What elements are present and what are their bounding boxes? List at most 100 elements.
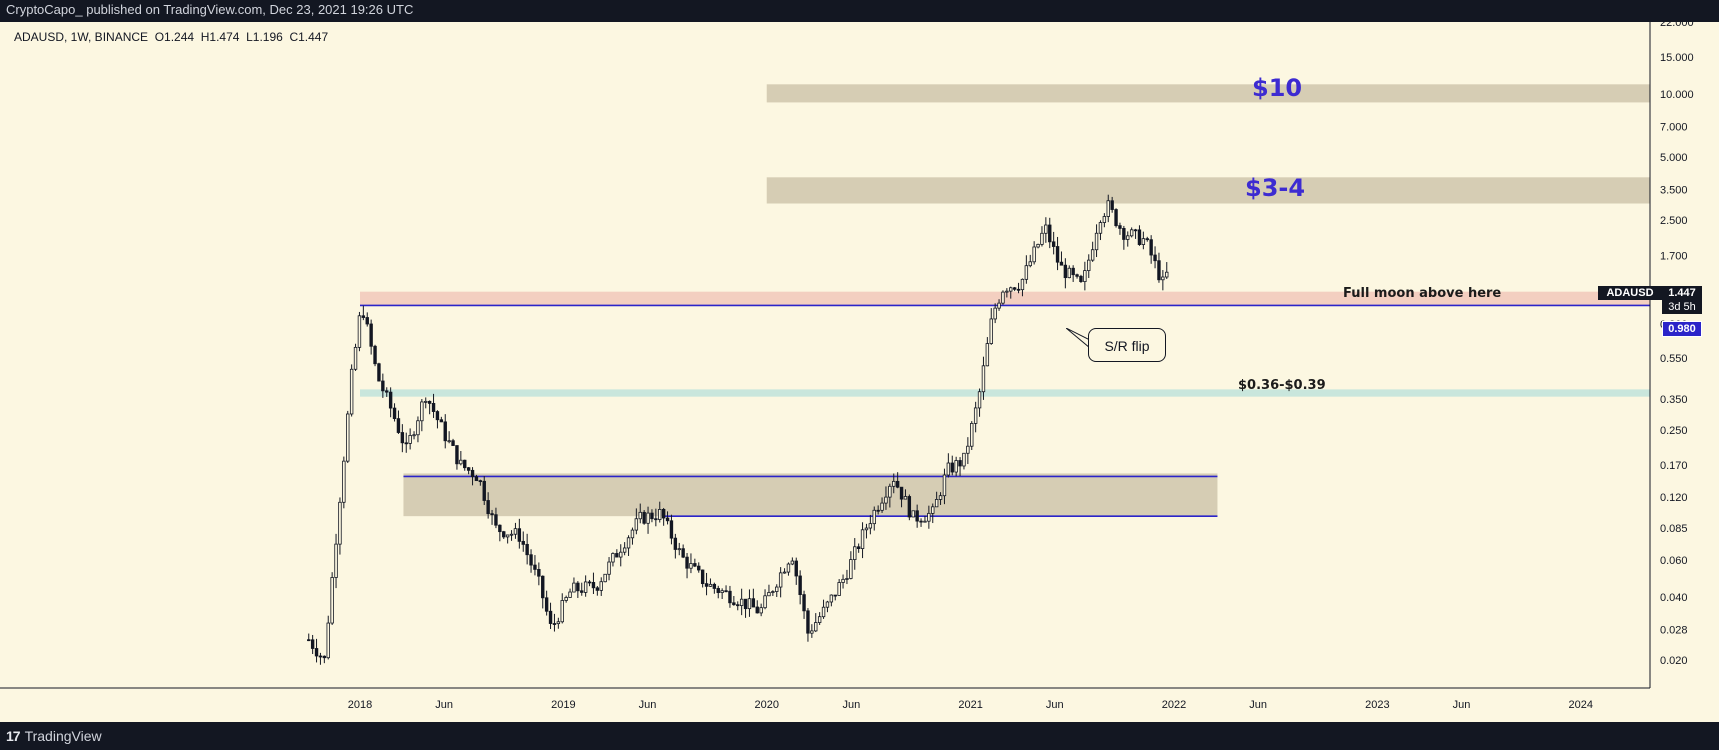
footer-bar: 17 TradingView — [0, 722, 1719, 750]
candle-body — [494, 514, 498, 526]
annotation-full-moon[interactable]: Full moon above here — [1343, 286, 1502, 301]
candle-body — [392, 407, 397, 420]
candle-body — [611, 553, 615, 563]
candle-body — [934, 499, 939, 508]
tradingview-logo[interactable]: 17 TradingView — [6, 728, 102, 744]
candle-body — [946, 462, 951, 476]
candle-body — [989, 318, 993, 344]
candle-body — [1157, 260, 1161, 281]
candle-body — [771, 591, 775, 593]
candle-body — [931, 506, 935, 514]
candle-body — [970, 423, 974, 447]
publish-line: CryptoCapo_ published on TradingView.com… — [6, 2, 414, 17]
candle-body — [326, 622, 330, 659]
chart-area[interactable]: 22.000 15.000 10.000 7.000 5.000 3.500 2.500 1.… — [0, 22, 1719, 722]
candle-body — [650, 512, 654, 520]
y-tick-label: 0.085 — [1660, 523, 1688, 535]
candle-body — [825, 601, 830, 608]
y-tick-label: 0.040 — [1660, 592, 1688, 604]
candle-body — [1102, 216, 1107, 223]
candle-body — [314, 648, 319, 657]
candle-body — [552, 623, 557, 625]
candle-body — [408, 435, 412, 444]
candle-body — [626, 537, 631, 549]
candle-body — [564, 597, 568, 601]
candle-body — [630, 529, 635, 539]
candle-body — [821, 606, 826, 618]
candle-body — [502, 531, 506, 538]
candle-body — [439, 419, 444, 423]
y-tick-label: 0.120 — [1660, 492, 1688, 504]
y-tick-label: 22.000 — [1660, 22, 1694, 29]
candle-body — [607, 561, 611, 575]
candle-body — [681, 548, 685, 558]
candle-body — [845, 578, 849, 580]
candle-body — [864, 527, 869, 531]
candle-body — [1044, 224, 1048, 234]
candle-body — [1141, 238, 1146, 245]
candle-body — [927, 512, 931, 522]
candle-body — [919, 520, 923, 523]
candle-body — [697, 565, 701, 571]
candle-body — [587, 581, 592, 584]
candle-body — [767, 592, 771, 597]
candle-body — [888, 485, 892, 498]
candle-body — [958, 460, 962, 467]
chart-svg[interactable]: 22.000 15.000 10.000 7.000 5.000 3.500 2.500 1.… — [0, 22, 1719, 722]
candle-body — [482, 480, 486, 501]
x-tick-label: Jun — [843, 699, 861, 711]
y-tick-label: 10.000 — [1660, 89, 1694, 101]
candle-body — [1012, 287, 1017, 290]
candle-body — [1094, 232, 1099, 251]
candle-body — [977, 391, 982, 409]
x-tick-label: Jun — [1453, 699, 1471, 711]
candle-body — [911, 510, 915, 518]
candle-body — [1145, 238, 1149, 241]
y-tick-label: 0.170 — [1660, 460, 1688, 472]
candle-body — [704, 583, 709, 587]
candle-body — [810, 630, 814, 634]
candle-body — [798, 575, 802, 596]
candle-body — [388, 391, 393, 409]
zone-036-039 — [360, 389, 1650, 397]
candle-body — [1079, 275, 1083, 283]
candle-body — [829, 594, 834, 603]
y-tick-label: 2.500 — [1660, 215, 1688, 227]
candle-body — [1133, 229, 1138, 232]
candle-body — [470, 469, 475, 478]
candle-body — [720, 590, 724, 593]
candle-body — [907, 496, 912, 518]
candle-body — [576, 582, 580, 592]
candle-body — [622, 547, 627, 553]
candle-body — [451, 440, 455, 446]
candle-body — [416, 420, 420, 436]
candle-body — [1137, 229, 1142, 245]
candle-body — [1118, 225, 1122, 229]
candle-body — [786, 563, 791, 573]
candle-body — [942, 474, 947, 497]
candle-body — [424, 400, 428, 403]
candle-body — [431, 403, 436, 412]
candle-body — [548, 610, 553, 624]
annotation-036-039[interactable]: $0.36-$0.39 — [1238, 378, 1326, 393]
candle-body — [583, 581, 588, 593]
candle-body — [373, 345, 377, 365]
y-tick-label: 0.020 — [1660, 655, 1688, 667]
publish-header: CryptoCapo_ published on TradingView.com… — [0, 0, 1719, 22]
y-tick-label: 15.000 — [1660, 52, 1694, 64]
annotation-10[interactable]: $10 — [1252, 74, 1303, 102]
candle-body — [478, 480, 483, 483]
candle-body — [396, 418, 401, 433]
candle-body — [509, 533, 514, 536]
candle-body — [661, 509, 666, 519]
candle-body — [782, 571, 787, 574]
sr-flip-callout[interactable]: S/R flip — [1088, 328, 1166, 362]
y-tick-label: 0.060 — [1660, 555, 1688, 567]
candle-body — [560, 600, 564, 623]
annotation-3-4[interactable]: $3-4 — [1245, 174, 1306, 202]
zone-full-moon — [360, 291, 1650, 306]
candle-body — [892, 480, 896, 487]
candle-body — [856, 546, 861, 550]
last-price-tag: 1.447 — [1662, 286, 1702, 300]
y-tick-label: 0.028 — [1660, 624, 1688, 636]
